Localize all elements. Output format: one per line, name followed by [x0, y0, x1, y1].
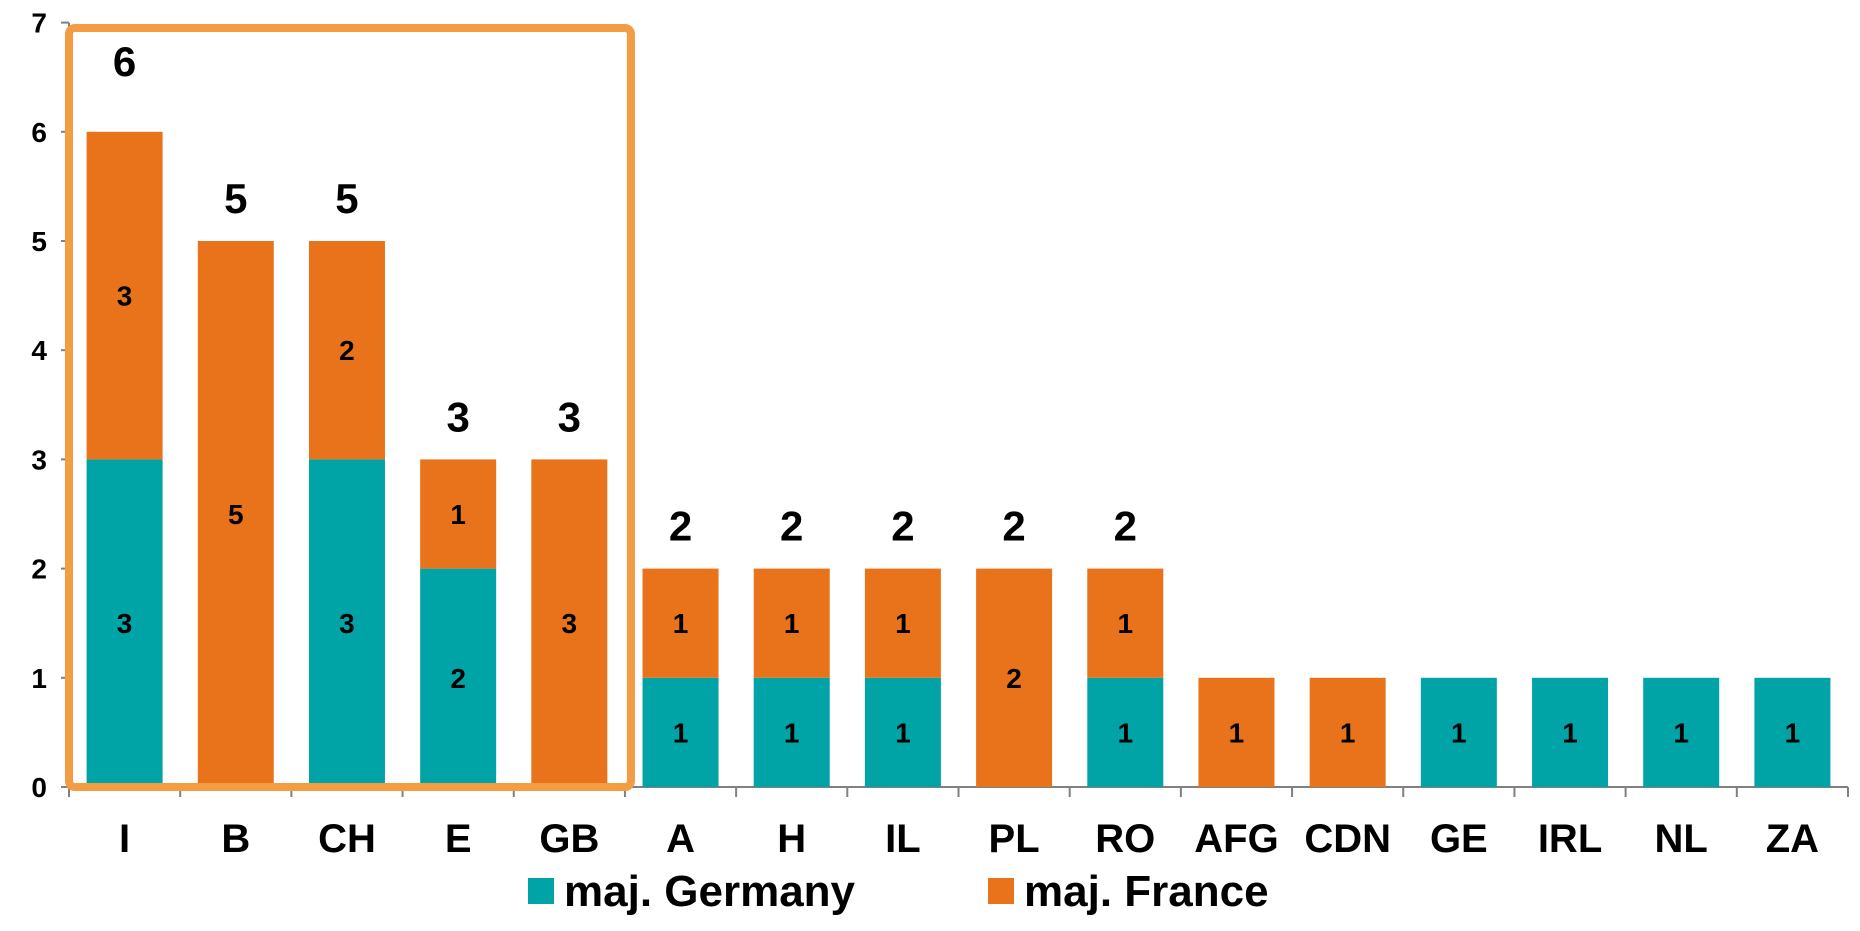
bar-h-germany [753, 677, 830, 787]
x-tick-label-b: B [221, 817, 250, 861]
bar-b-france [197, 241, 274, 787]
data-label-pl-france: 2 [1006, 663, 1022, 694]
y-tick-label: 2 [31, 554, 47, 585]
data-label-a-france: 1 [673, 608, 689, 639]
y-tick-label: 1 [31, 663, 47, 694]
data-label-e-germany: 2 [450, 663, 466, 694]
bars [86, 131, 1831, 787]
bar-pl-france [976, 568, 1053, 787]
data-label-ro-france: 1 [1117, 608, 1133, 639]
x-tick-label-cdn: CDN [1304, 817, 1391, 861]
y-tick-label: 5 [31, 226, 47, 257]
bar-irl-germany [1532, 677, 1609, 787]
data-label-il-germany: 1 [895, 717, 911, 748]
total-label-e: 3 [446, 393, 469, 440]
total-label-pl: 2 [1002, 503, 1025, 550]
bar-e-germany [420, 568, 497, 787]
x-axis: I B CH E GB A H IL PL RO AFG CDN GE IRL NL ZA [68, 786, 1849, 861]
data-label-i-france: 3 [117, 281, 133, 312]
total-label-i: 6 [113, 38, 136, 85]
bar-ch-france [308, 241, 385, 460]
bar-e-france [420, 459, 497, 569]
data-label-irl-germany: 1 [1562, 717, 1578, 748]
bar-ch-germany [308, 459, 385, 787]
x-tick-label-nl: NL [1655, 817, 1708, 861]
segment-labels: 3 3 5 3 2 2 1 3 1 1 1 1 1 1 2 1 1 1 1 1 1 1 1 [117, 281, 1800, 749]
bar-za-germany [1754, 677, 1831, 787]
x-tick-label-il: IL [885, 817, 921, 861]
legend-label-france: maj. France [1024, 867, 1269, 916]
data-label-e-france: 1 [450, 499, 466, 530]
data-label-ch-germany: 3 [339, 608, 355, 639]
bar-cdn-france [1309, 677, 1386, 787]
x-tick-label-i: I [119, 817, 130, 861]
data-label-i-germany: 3 [117, 608, 133, 639]
data-label-ch-france: 2 [339, 335, 355, 366]
bar-a-germany [642, 677, 719, 787]
bar-ro-france [1087, 568, 1164, 678]
data-label-afg-france: 1 [1229, 717, 1245, 748]
y-tick-label: 6 [31, 117, 47, 148]
x-tick-label-h: H [777, 817, 806, 861]
bar-il-france [864, 568, 941, 678]
bar-ge-germany [1420, 677, 1497, 787]
data-label-b-france: 5 [228, 499, 244, 530]
data-label-il-france: 1 [895, 608, 911, 639]
y-tick-label: 7 [31, 8, 47, 39]
total-label-ch: 5 [335, 175, 358, 222]
x-tick-label-afg: AFG [1194, 817, 1278, 861]
x-tick-label-e: E [445, 817, 472, 861]
x-tick-label-ch: CH [318, 817, 376, 861]
y-axis: 0 1 2 3 4 5 6 7 [31, 8, 70, 803]
total-label-h: 2 [780, 503, 803, 550]
bar-a-france [642, 568, 719, 678]
data-label-h-france: 1 [784, 608, 800, 639]
y-tick-label: 0 [31, 772, 47, 803]
legend-swatch-france [988, 878, 1014, 904]
x-tick-label-ge: GE [1430, 817, 1488, 861]
x-tick-label-ro: RO [1095, 817, 1155, 861]
data-label-gb-france: 3 [562, 608, 578, 639]
total-label-a: 2 [669, 503, 692, 550]
bar-gb-france [531, 459, 608, 787]
total-label-il: 2 [891, 503, 914, 550]
legend: maj. Germany maj. France [528, 867, 1269, 916]
x-tick-label-gb: GB [539, 817, 599, 861]
x-tick-label-a: A [666, 817, 695, 861]
bar-i-france [86, 131, 163, 460]
legend-swatch-germany [528, 878, 554, 904]
bar-nl-germany [1643, 677, 1720, 787]
data-label-nl-germany: 1 [1673, 717, 1689, 748]
data-label-ro-germany: 1 [1117, 717, 1133, 748]
total-label-gb: 3 [558, 393, 581, 440]
data-label-h-germany: 1 [784, 717, 800, 748]
data-label-a-germany: 1 [673, 717, 689, 748]
bar-h-france [753, 568, 830, 678]
bar-i-germany [86, 459, 163, 787]
x-tick-label-irl: IRL [1538, 817, 1602, 861]
highlight-box-group [65, 24, 635, 791]
x-tick-label-pl: PL [989, 817, 1040, 861]
highlight-box [65, 24, 635, 791]
bar-afg-france [1198, 677, 1275, 787]
y-tick-label: 3 [31, 444, 47, 475]
total-labels: 6 5 5 3 3 2 2 2 2 2 [113, 38, 1137, 550]
data-label-za-germany: 1 [1785, 717, 1801, 748]
bar-il-germany [864, 677, 941, 787]
y-tick-label: 4 [31, 335, 47, 366]
legend-label-germany: maj. Germany [564, 867, 856, 916]
total-label-b: 5 [224, 175, 247, 222]
x-tick-label-za: ZA [1766, 817, 1819, 861]
total-label-ro: 2 [1114, 503, 1137, 550]
data-label-cdn-france: 1 [1340, 717, 1356, 748]
bar-ro-germany [1087, 677, 1164, 787]
data-label-ge-germany: 1 [1451, 717, 1467, 748]
